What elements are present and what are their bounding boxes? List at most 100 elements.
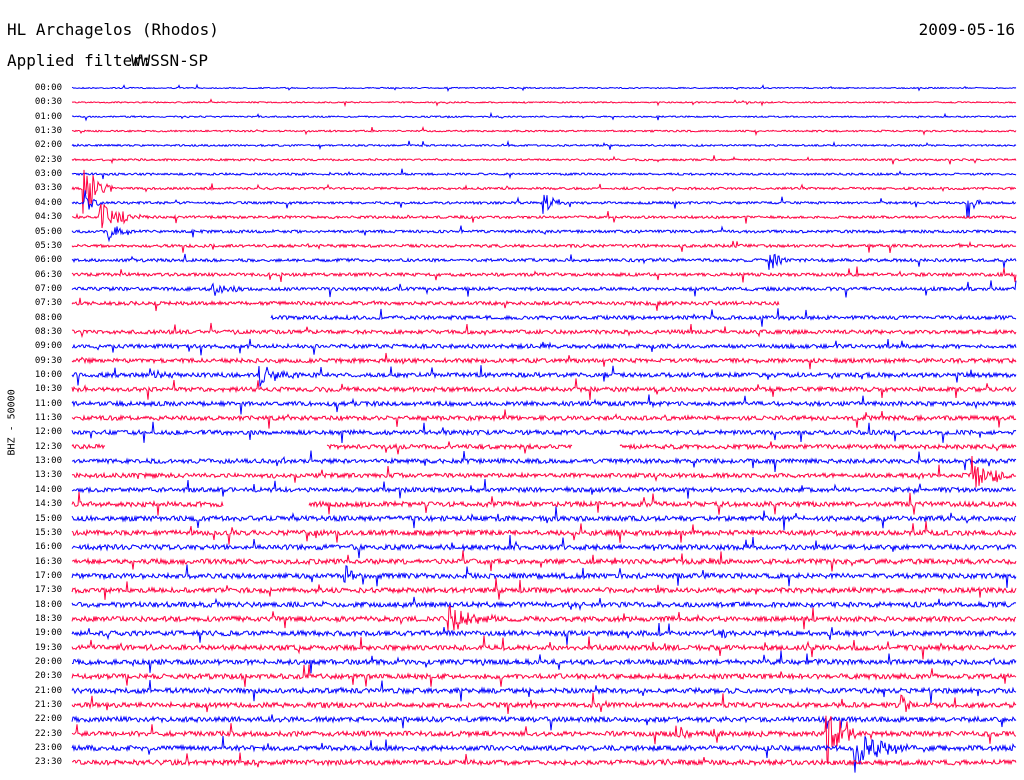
time-label: 01:30	[34, 126, 62, 137]
trace-row-0100	[71, 111, 1017, 122]
trace-row-1000	[71, 365, 1017, 387]
date-label: 2009-05-16	[918, 20, 1015, 39]
time-label: 14:30	[34, 499, 62, 510]
trace-row-1900	[71, 623, 1017, 646]
trace-row-1100	[71, 394, 1017, 415]
trace-row-2030	[71, 664, 1017, 687]
trace-row-2230	[71, 715, 1017, 763]
time-label: 00:00	[34, 83, 62, 93]
time-label: 00:30	[34, 97, 62, 108]
time-label: 17:30	[34, 585, 62, 596]
trace-row-1530	[71, 521, 1017, 545]
trace-row-0930	[71, 352, 1017, 370]
time-label: 14:00	[34, 484, 62, 495]
time-label: 08:00	[34, 312, 62, 323]
trace-row-1230	[71, 441, 1017, 455]
trace-row-1630	[71, 550, 1017, 572]
trace-row-0200	[71, 139, 1017, 151]
trace-row-0800	[270, 308, 1017, 327]
time-label: 05:30	[34, 240, 62, 251]
time-label: 03:30	[34, 183, 62, 194]
time-label: 10:30	[34, 384, 62, 395]
time-label: 23:30	[34, 757, 62, 768]
trace-row-0030	[71, 98, 1017, 108]
station-title: HL Archagelos (Rhodos)	[7, 20, 219, 39]
trace-row-1430	[71, 491, 1017, 516]
trace-row-1330	[71, 455, 1017, 488]
time-label: 09:30	[34, 355, 62, 366]
time-label: 03:00	[34, 169, 62, 180]
time-label: 20:00	[34, 657, 62, 667]
time-label: 19:00	[34, 628, 62, 639]
time-label: 10:00	[34, 370, 62, 380]
trace-row-1700	[71, 564, 1017, 588]
trace-row-0130	[71, 126, 1017, 137]
time-label: 02:30	[34, 154, 62, 165]
time-label: 11:00	[34, 398, 62, 409]
time-label: 04:00	[34, 197, 62, 208]
time-label: 15:30	[34, 527, 62, 538]
time-label: 12:30	[34, 441, 62, 452]
trace-row-2000	[72, 650, 1017, 674]
trace-row-1030	[71, 378, 1017, 401]
time-label: 16:30	[34, 556, 62, 567]
time-label: 11:30	[34, 413, 62, 424]
time-label: 16:00	[34, 542, 62, 553]
filter-label: Applied filter:	[7, 51, 152, 70]
filter-value: WWSSN-SP	[131, 51, 209, 70]
time-label: 19:30	[34, 642, 62, 653]
time-label: 21:30	[34, 700, 62, 711]
trace-row-0500	[71, 225, 1017, 243]
trace-row-1500	[71, 506, 1017, 531]
trace-row-1400	[71, 478, 1017, 499]
time-label: 05:00	[34, 226, 62, 237]
trace-row-0000	[71, 83, 1017, 92]
trace-row-2300	[71, 735, 1016, 773]
trace-row-0530	[71, 240, 1017, 253]
time-label: 04:30	[34, 212, 62, 223]
time-label: 09:00	[34, 341, 62, 352]
trace-row-1830	[71, 605, 1017, 631]
trace-row-2200	[71, 714, 1017, 731]
time-label: 22:00	[34, 714, 62, 725]
trace-row-0900	[71, 338, 1017, 356]
time-label: 13:00	[34, 456, 62, 467]
trace-row-1200	[71, 421, 1017, 443]
time-label: 06:30	[34, 269, 62, 280]
time-label: 18:30	[34, 613, 62, 624]
trace-row-2100	[71, 679, 1017, 704]
trace-row-0600	[71, 253, 1017, 270]
trace-row-0730	[71, 297, 780, 312]
time-label: 08:30	[34, 326, 62, 337]
trace-row-0430	[71, 204, 1017, 229]
trace-row-0330	[71, 169, 1016, 214]
trace-row-0700	[71, 280, 1017, 298]
trace-row-1730	[71, 577, 1017, 600]
trace-row-1930	[71, 635, 1017, 660]
trace-row-1800	[71, 596, 1017, 611]
trace-row-0300	[71, 168, 1017, 180]
time-label: 12:00	[34, 427, 62, 438]
trace-row-0630	[71, 266, 1017, 283]
time-label: 18:00	[34, 599, 62, 610]
time-label: 13:30	[34, 470, 62, 481]
time-label: 02:00	[34, 140, 62, 151]
trace-row-2330	[72, 752, 1017, 768]
time-label: 21:00	[34, 685, 62, 696]
trace-row-2130	[71, 692, 1017, 715]
time-label: 20:30	[34, 671, 62, 682]
time-label: 01:00	[34, 111, 62, 122]
trace-row-0400	[71, 190, 1017, 218]
time-label: 15:00	[34, 513, 62, 524]
time-label: 06:00	[34, 255, 62, 266]
trace-row-0830	[71, 322, 1017, 339]
time-label: 22:30	[34, 728, 62, 739]
time-label: 07:30	[34, 298, 62, 309]
trace-row-0230	[71, 155, 1017, 165]
time-label: 17:00	[34, 570, 62, 581]
time-label: 23:00	[34, 743, 62, 754]
trace-row-1300	[71, 450, 1017, 472]
trace-row-1130	[71, 409, 1017, 429]
